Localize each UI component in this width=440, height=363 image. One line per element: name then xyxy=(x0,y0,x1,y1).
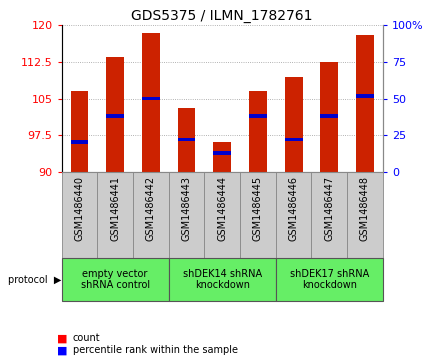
Text: empty vector
shRNA control: empty vector shRNA control xyxy=(81,269,150,290)
Bar xyxy=(285,77,303,172)
Text: GSM1486446: GSM1486446 xyxy=(289,176,299,241)
Text: GSM1486444: GSM1486444 xyxy=(217,176,227,241)
Bar xyxy=(356,94,374,98)
Bar xyxy=(133,172,169,258)
Title: GDS5375 / ILMN_1782761: GDS5375 / ILMN_1782761 xyxy=(132,9,313,23)
Text: shDEK17 shRNA
knockdown: shDEK17 shRNA knockdown xyxy=(290,269,369,290)
Bar xyxy=(249,114,267,118)
Bar xyxy=(347,172,383,258)
Text: GSM1486445: GSM1486445 xyxy=(253,176,263,241)
Bar xyxy=(320,114,338,118)
Bar xyxy=(70,91,88,172)
Bar xyxy=(62,258,169,301)
Bar xyxy=(213,151,231,155)
Text: protocol  ▶: protocol ▶ xyxy=(7,275,61,285)
Bar xyxy=(249,91,267,172)
Text: GSM1486447: GSM1486447 xyxy=(324,176,334,241)
Bar xyxy=(312,172,347,258)
Bar xyxy=(169,172,204,258)
Text: ■: ■ xyxy=(57,333,68,343)
Bar xyxy=(320,62,338,172)
Text: GSM1486441: GSM1486441 xyxy=(110,176,120,241)
Text: percentile rank within the sample: percentile rank within the sample xyxy=(73,345,238,355)
Bar xyxy=(97,172,133,258)
Text: GSM1486442: GSM1486442 xyxy=(146,176,156,241)
Bar xyxy=(70,140,88,144)
Bar xyxy=(106,57,124,172)
Text: GSM1486448: GSM1486448 xyxy=(360,176,370,241)
Text: count: count xyxy=(73,333,100,343)
Bar xyxy=(213,142,231,172)
Bar xyxy=(204,172,240,258)
Text: shDEK14 shRNA
knockdown: shDEK14 shRNA knockdown xyxy=(183,269,262,290)
Bar xyxy=(169,258,276,301)
Bar xyxy=(178,138,195,142)
Bar xyxy=(285,138,303,142)
Text: GSM1486443: GSM1486443 xyxy=(182,176,191,241)
Text: GSM1486440: GSM1486440 xyxy=(74,176,84,241)
Bar xyxy=(240,172,276,258)
Bar xyxy=(276,258,383,301)
Bar xyxy=(62,172,97,258)
Bar xyxy=(142,33,160,172)
Bar xyxy=(106,114,124,118)
Bar xyxy=(178,108,195,172)
Bar xyxy=(356,35,374,172)
Bar xyxy=(276,172,312,258)
Text: ■: ■ xyxy=(57,345,68,355)
Bar xyxy=(142,97,160,101)
